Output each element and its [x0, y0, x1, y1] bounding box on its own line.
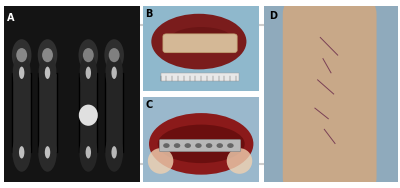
Ellipse shape: [38, 53, 56, 92]
Text: C: C: [146, 100, 153, 110]
Text: B: B: [146, 9, 153, 19]
Ellipse shape: [16, 48, 27, 62]
FancyBboxPatch shape: [163, 34, 237, 53]
Ellipse shape: [112, 67, 117, 79]
FancyArrow shape: [79, 73, 97, 152]
FancyArrow shape: [105, 73, 123, 152]
Circle shape: [195, 143, 202, 148]
FancyBboxPatch shape: [283, 0, 376, 188]
FancyArrow shape: [38, 73, 57, 152]
Ellipse shape: [79, 133, 97, 172]
Ellipse shape: [158, 125, 245, 163]
Ellipse shape: [227, 148, 252, 174]
Ellipse shape: [106, 53, 123, 92]
Ellipse shape: [105, 133, 123, 172]
Ellipse shape: [149, 113, 254, 175]
Ellipse shape: [12, 39, 32, 71]
Circle shape: [184, 143, 191, 148]
Circle shape: [163, 143, 170, 148]
Circle shape: [216, 143, 223, 148]
FancyBboxPatch shape: [160, 139, 241, 152]
Ellipse shape: [13, 53, 31, 92]
Ellipse shape: [151, 14, 246, 69]
Ellipse shape: [19, 67, 24, 79]
Ellipse shape: [45, 67, 50, 79]
Ellipse shape: [86, 146, 91, 158]
Ellipse shape: [83, 48, 94, 62]
Circle shape: [174, 143, 180, 148]
Ellipse shape: [42, 48, 53, 62]
Ellipse shape: [169, 27, 233, 53]
Ellipse shape: [112, 146, 117, 158]
Text: D: D: [269, 11, 277, 21]
Ellipse shape: [148, 148, 173, 174]
Ellipse shape: [109, 48, 120, 62]
Ellipse shape: [38, 39, 57, 71]
Circle shape: [206, 143, 212, 148]
Ellipse shape: [38, 133, 57, 172]
Ellipse shape: [12, 133, 31, 172]
Ellipse shape: [80, 53, 97, 92]
FancyArrow shape: [12, 73, 31, 152]
Text: A: A: [7, 13, 14, 23]
Bar: [160, 73, 240, 81]
Ellipse shape: [104, 39, 124, 71]
Ellipse shape: [79, 105, 98, 126]
Circle shape: [227, 143, 234, 148]
Ellipse shape: [86, 67, 91, 79]
Ellipse shape: [78, 39, 98, 71]
Ellipse shape: [19, 146, 24, 158]
Ellipse shape: [45, 146, 50, 158]
